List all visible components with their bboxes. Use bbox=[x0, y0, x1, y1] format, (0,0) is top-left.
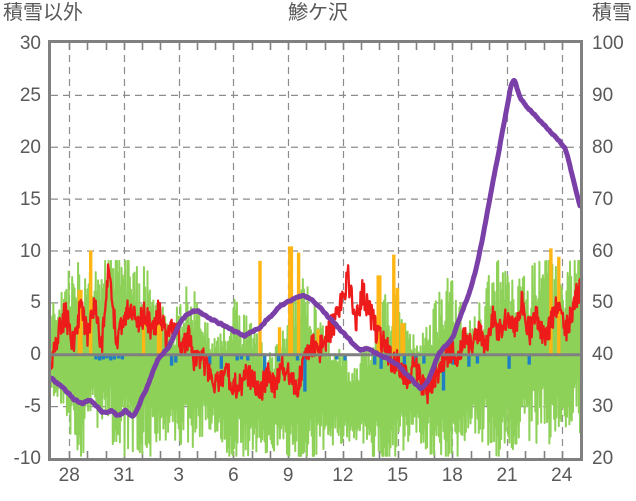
x-tick-1: 31 bbox=[113, 465, 135, 486]
left-tick--5: -5 bbox=[24, 396, 41, 418]
left-tick-20: 20 bbox=[19, 136, 41, 158]
minor-ticks bbox=[68, 43, 564, 458]
plot-canvas bbox=[51, 43, 580, 458]
x-tick-9: 24 bbox=[551, 465, 573, 486]
left-tick-10: 10 bbox=[19, 240, 41, 262]
x-tick-2: 3 bbox=[173, 465, 184, 486]
right-tick-90: 90 bbox=[592, 84, 614, 106]
x-tick-6: 15 bbox=[387, 465, 409, 486]
x-tick-7: 18 bbox=[441, 465, 463, 486]
plot-area bbox=[51, 43, 580, 458]
series-red bbox=[51, 263, 580, 405]
left-tick-15: 15 bbox=[19, 188, 41, 210]
left-tick-25: 25 bbox=[19, 84, 41, 106]
plot-frame bbox=[48, 40, 583, 461]
x-tick-3: 6 bbox=[228, 465, 239, 486]
right-tick-80: 80 bbox=[592, 136, 614, 158]
left-tick--10: -10 bbox=[13, 448, 41, 469]
series-purple bbox=[51, 77, 580, 419]
right-tick-60: 60 bbox=[592, 240, 614, 262]
x-tick-0: 28 bbox=[58, 465, 80, 486]
chart-title: 鯵ケ沢 bbox=[288, 2, 348, 24]
right-tick-50: 50 bbox=[592, 292, 614, 314]
x-tick-4: 9 bbox=[282, 465, 294, 486]
right-tick-20: 20 bbox=[592, 448, 614, 469]
left-tick-0: 0 bbox=[30, 344, 41, 366]
left-tick-5: 5 bbox=[30, 292, 41, 314]
right-tick-30: 30 bbox=[592, 396, 614, 418]
left-axis-title: 積雪以外 bbox=[3, 2, 83, 24]
right-tick-100: 100 bbox=[592, 33, 624, 54]
left-tick-30: 30 bbox=[19, 33, 41, 54]
red-line bbox=[51, 263, 580, 405]
series-green bbox=[51, 259, 580, 457]
green-line bbox=[51, 259, 580, 457]
purple-line bbox=[51, 77, 580, 419]
right-tick-40: 40 bbox=[592, 344, 614, 366]
right-tick-70: 70 bbox=[592, 188, 614, 210]
x-tick-5: 12 bbox=[332, 465, 354, 486]
right-axis-title: 積雪 bbox=[592, 2, 632, 24]
x-tick-8: 21 bbox=[496, 465, 518, 486]
